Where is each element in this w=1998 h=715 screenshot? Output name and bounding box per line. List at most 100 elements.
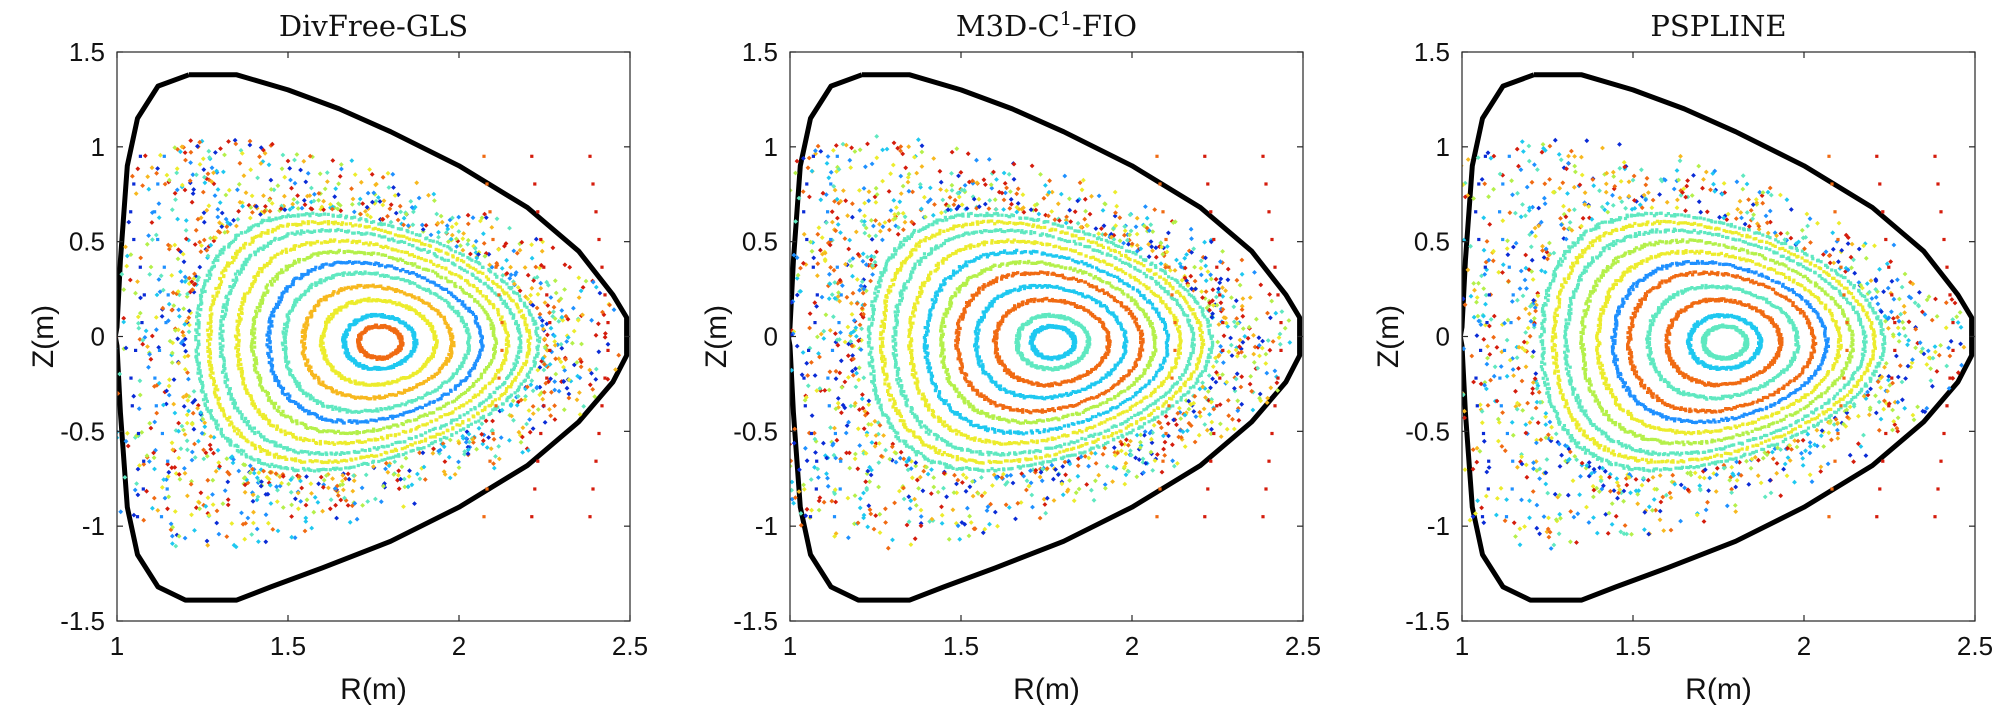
point xyxy=(457,312,461,316)
point xyxy=(267,355,271,359)
point xyxy=(376,382,380,386)
point xyxy=(534,329,538,333)
point xyxy=(298,478,303,484)
point xyxy=(390,237,394,241)
point xyxy=(403,279,407,283)
point xyxy=(242,377,246,381)
point xyxy=(229,392,233,396)
point xyxy=(481,240,487,246)
point xyxy=(400,250,404,254)
point xyxy=(304,327,308,331)
point xyxy=(494,372,498,376)
point xyxy=(252,331,256,335)
point xyxy=(416,195,422,201)
point xyxy=(507,385,511,389)
point xyxy=(446,412,450,417)
point xyxy=(477,354,481,358)
point xyxy=(420,276,424,280)
point xyxy=(256,247,261,251)
point xyxy=(565,335,571,340)
point xyxy=(394,454,398,458)
point xyxy=(283,432,287,437)
point xyxy=(314,265,318,269)
point xyxy=(112,380,117,385)
point xyxy=(336,418,340,422)
point xyxy=(503,322,507,326)
x-tick-label: 2.5 xyxy=(612,631,648,661)
point xyxy=(322,429,326,433)
point xyxy=(380,444,384,449)
point xyxy=(182,470,188,476)
point xyxy=(394,257,398,261)
point xyxy=(409,409,413,413)
point xyxy=(467,306,471,310)
point xyxy=(326,212,330,216)
point xyxy=(488,404,493,408)
point xyxy=(566,395,572,401)
point xyxy=(240,307,244,311)
point xyxy=(424,379,428,383)
point xyxy=(275,272,279,276)
point xyxy=(199,430,205,436)
point xyxy=(564,385,570,391)
point xyxy=(73,321,78,326)
point xyxy=(275,277,279,281)
point xyxy=(228,285,232,289)
point xyxy=(262,435,266,439)
point xyxy=(407,399,411,403)
point xyxy=(520,365,524,369)
point xyxy=(491,324,495,328)
point xyxy=(477,419,481,423)
point xyxy=(335,451,339,455)
point xyxy=(235,249,239,253)
point xyxy=(256,371,260,375)
point xyxy=(464,329,468,333)
point xyxy=(519,346,523,350)
point xyxy=(403,240,407,244)
point xyxy=(517,294,522,298)
point xyxy=(218,327,222,331)
point xyxy=(284,250,289,254)
point xyxy=(333,309,337,313)
point xyxy=(305,317,309,321)
point xyxy=(539,318,545,324)
point xyxy=(311,211,315,215)
point xyxy=(518,397,524,403)
point xyxy=(256,273,260,277)
point xyxy=(202,420,208,426)
point xyxy=(396,240,400,244)
point xyxy=(432,262,436,266)
point xyxy=(249,193,255,199)
point xyxy=(491,408,495,412)
point xyxy=(409,349,414,354)
point xyxy=(463,278,468,283)
point xyxy=(371,227,375,231)
point xyxy=(398,412,402,417)
point xyxy=(324,262,328,266)
point xyxy=(224,268,228,272)
point xyxy=(420,227,426,232)
point xyxy=(235,319,239,323)
point xyxy=(364,218,368,222)
point xyxy=(110,306,115,311)
point xyxy=(417,396,421,400)
point xyxy=(261,247,265,251)
point xyxy=(457,406,461,410)
point xyxy=(497,313,501,317)
point xyxy=(243,384,247,388)
point xyxy=(548,321,552,325)
point xyxy=(228,415,232,419)
point xyxy=(223,216,229,222)
point xyxy=(505,282,509,286)
point xyxy=(1066,316,1070,320)
point xyxy=(249,394,253,398)
point xyxy=(100,501,105,506)
point xyxy=(331,407,335,411)
point xyxy=(306,220,310,224)
point xyxy=(154,404,158,408)
point xyxy=(277,296,281,300)
point xyxy=(195,322,199,326)
point xyxy=(221,269,225,273)
point xyxy=(109,348,114,353)
point xyxy=(302,354,306,358)
